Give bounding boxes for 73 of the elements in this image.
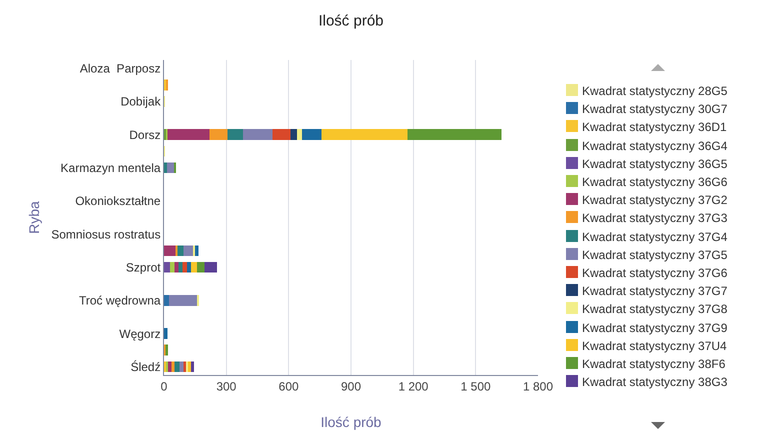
x-tick-label: 300 xyxy=(216,379,237,394)
chart-title: Ilość prób xyxy=(318,12,384,30)
bar xyxy=(228,129,243,140)
x-tick-label: 0 xyxy=(160,379,168,394)
bar xyxy=(169,295,198,306)
legend-label: Kwadrat statystyczny 37G6 xyxy=(582,266,728,280)
bar xyxy=(204,262,217,273)
bar xyxy=(184,245,194,256)
bar xyxy=(174,361,180,372)
x-axis-title: Ilość prób xyxy=(320,414,382,430)
legend-label: Kwadrat statystyczny 37G2 xyxy=(582,193,728,208)
legend-label: Kwadrat statystyczny 36G5 xyxy=(582,156,728,171)
y-tick-label: Śledź xyxy=(130,360,161,374)
bar xyxy=(186,262,192,273)
bar xyxy=(242,129,272,140)
legend-label: Kwadrat statystyczny 37G4 xyxy=(582,230,728,244)
bar xyxy=(164,328,168,339)
bar xyxy=(296,129,302,140)
legend-label: Kwadrat statystyczny 37G7 xyxy=(582,284,728,298)
bar xyxy=(188,361,192,372)
bar xyxy=(164,295,170,306)
bar xyxy=(166,344,168,356)
bar xyxy=(170,262,174,273)
x-tick-label: 1 200 xyxy=(398,379,429,394)
bar xyxy=(290,129,297,140)
y-tick-label: Aloza Parposz xyxy=(80,61,161,76)
y-tick-label: Karmazyn mentela xyxy=(60,160,161,175)
y-tick-label: Węgorz xyxy=(119,326,161,341)
bar xyxy=(175,245,178,256)
legend-label: Kwadrat statystyczny 38G3 xyxy=(582,375,728,390)
y-axis-title: Ryba xyxy=(26,200,42,234)
bar xyxy=(167,162,174,174)
bar xyxy=(191,361,194,372)
bar xyxy=(408,129,502,140)
bar xyxy=(171,361,174,372)
legend-label: Kwadrat statystyczny 28G5 xyxy=(582,84,728,98)
legend-label: Kwadrat statystyczny 36G4 xyxy=(582,138,728,153)
bar xyxy=(180,361,184,372)
y-tick-label: Troć wędrowna xyxy=(79,294,161,308)
bar xyxy=(178,245,184,256)
bar xyxy=(174,262,179,273)
legend-label: Kwadrat statystyczny 36D1 xyxy=(582,120,727,134)
y-tick-label: Okoniokształtne xyxy=(75,194,161,208)
legend-label: Kwadrat statystyczny 37U4 xyxy=(582,338,727,353)
bar xyxy=(302,129,322,140)
bar xyxy=(182,262,187,273)
bar xyxy=(195,245,198,256)
legend-label: Kwadrat statystyczny 37G3 xyxy=(582,211,728,226)
bar xyxy=(164,262,170,273)
y-tick-label: Dorsz xyxy=(129,128,161,142)
y-tick-label: Dobijak xyxy=(120,94,162,109)
bar xyxy=(191,262,198,273)
x-tick-label: 600 xyxy=(278,379,299,394)
legend-label: Kwadrat statystyczny 37G8 xyxy=(582,302,728,316)
bar xyxy=(164,245,176,256)
legend-label: Kwadrat statystyczny 36G6 xyxy=(582,175,728,190)
bar xyxy=(168,361,172,372)
bar xyxy=(321,129,408,140)
bar xyxy=(164,162,168,174)
x-tick-label: 1 500 xyxy=(460,379,492,394)
legend-label: Kwadrat statystyczny 38F6 xyxy=(582,357,726,372)
y-tick-label: Somniosus rostratus xyxy=(51,227,161,242)
bar xyxy=(178,262,183,273)
x-tick-label: 900 xyxy=(340,379,362,394)
legend-label: Kwadrat statystyczny 37G5 xyxy=(582,248,728,262)
bar xyxy=(272,129,291,140)
bar xyxy=(209,129,228,140)
bar xyxy=(168,129,210,140)
y-tick-label: Szprot xyxy=(126,260,162,274)
x-tick-label: 1 800 xyxy=(522,379,554,394)
bar xyxy=(197,262,205,273)
legend-label: Kwadrat statystyczny 30G7 xyxy=(582,102,728,116)
legend-label: Kwadrat statystyczny 37G9 xyxy=(582,320,728,335)
